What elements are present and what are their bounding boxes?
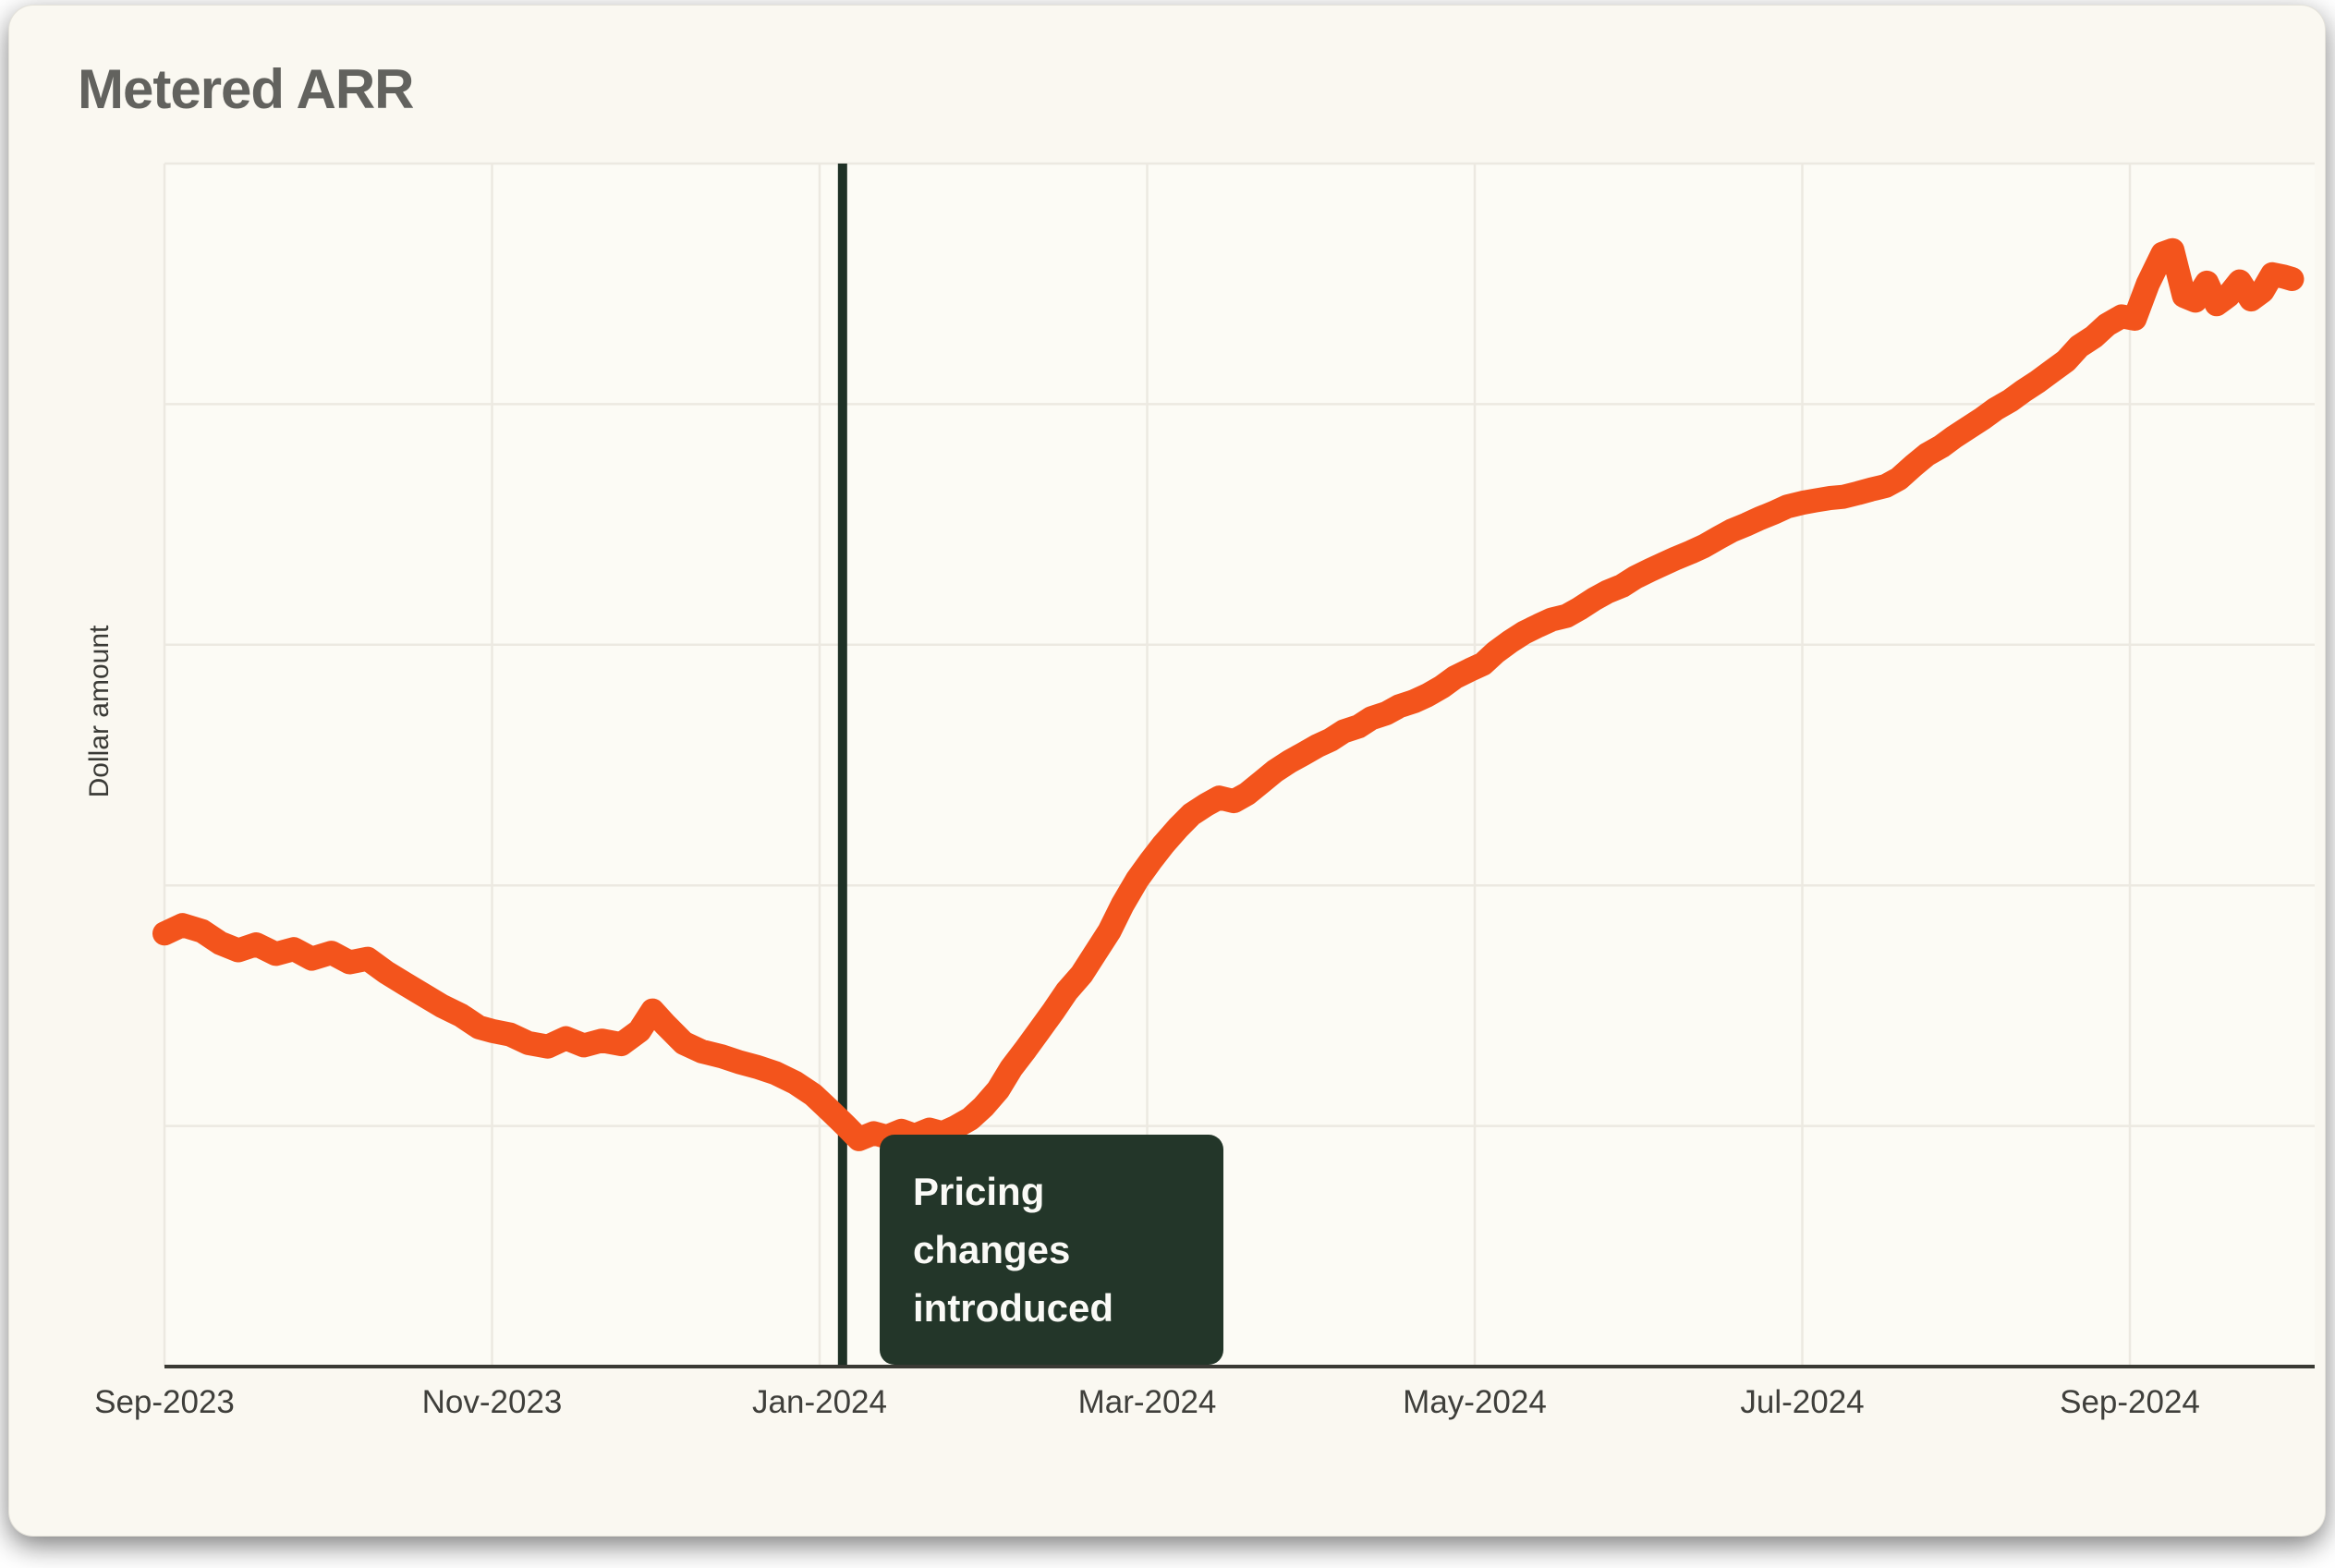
- x-tick-label: May-2024: [1403, 1384, 1547, 1420]
- annotation-callout: Pricing changes introduced: [880, 1135, 1223, 1365]
- chart-title: Metered ARR: [78, 58, 415, 120]
- x-tick-label: Jul-2024: [1740, 1384, 1865, 1420]
- x-tick-label: Sep-2024: [2060, 1384, 2200, 1420]
- x-tick-label: Nov-2023: [421, 1384, 563, 1420]
- x-tick-label: Sep-2023: [94, 1384, 235, 1420]
- x-tick-label: Jan-2024: [752, 1384, 887, 1420]
- plot-area: [164, 164, 2315, 1367]
- metered-arr-line: [152, 237, 2305, 1151]
- y-axis-label: Dollar amount: [84, 625, 115, 798]
- x-tick-label: Mar-2024: [1077, 1384, 1217, 1420]
- annotation-line-1: Pricing changes: [913, 1170, 1071, 1271]
- annotation-line-2: introduced: [913, 1286, 1113, 1330]
